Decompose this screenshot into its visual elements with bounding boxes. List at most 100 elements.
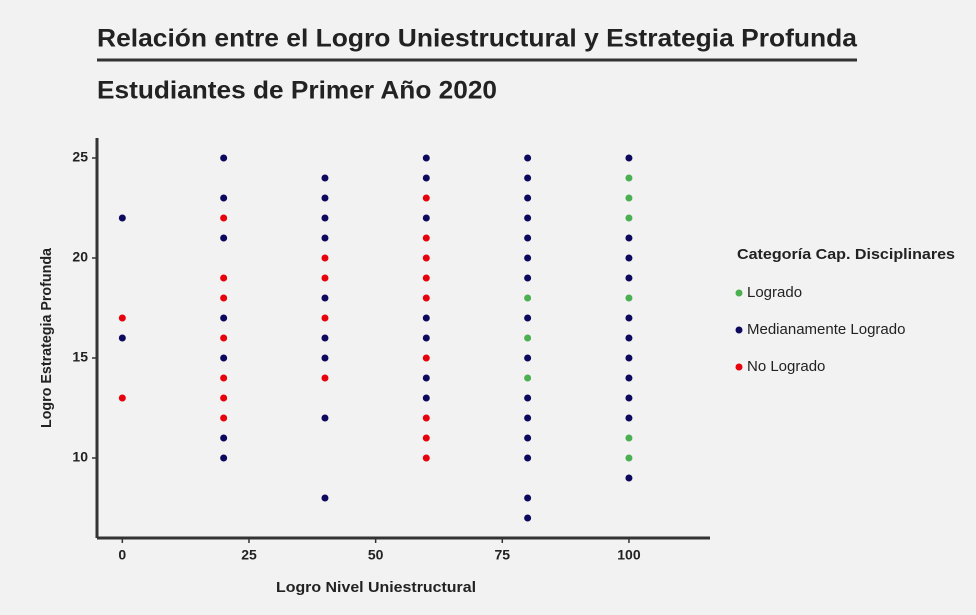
y-tick-label: 25 (72, 149, 88, 165)
legend-label: Logrado (747, 284, 802, 301)
point (422, 334, 430, 342)
point (220, 414, 228, 422)
point (422, 294, 430, 302)
point (321, 294, 329, 302)
point (524, 394, 532, 402)
point (625, 354, 633, 362)
point (524, 174, 532, 182)
point (118, 334, 126, 342)
point (321, 414, 329, 422)
point (524, 354, 532, 362)
point (524, 154, 532, 162)
point (524, 514, 532, 522)
point (220, 334, 228, 342)
point (625, 194, 633, 202)
x-tick-label: 0 (118, 547, 126, 563)
point (220, 434, 228, 442)
y-tick-label: 15 (72, 349, 88, 365)
point (524, 314, 532, 322)
y-tick-label: 20 (72, 249, 88, 265)
point (524, 234, 532, 242)
point (422, 414, 430, 422)
point (625, 254, 633, 262)
point (625, 174, 633, 182)
point (321, 494, 329, 502)
point (625, 154, 633, 162)
point (625, 474, 633, 482)
legend-title: Categoría Cap. Disciplinares (737, 246, 955, 263)
point (625, 294, 633, 302)
x-tick-label: 25 (241, 547, 257, 563)
point (524, 214, 532, 222)
point (321, 214, 329, 222)
point (524, 454, 532, 462)
point (524, 274, 532, 282)
x-tick-label: 50 (368, 547, 384, 563)
point (321, 334, 329, 342)
point (422, 394, 430, 402)
x-tick-label: 75 (495, 547, 511, 563)
point (321, 194, 329, 202)
point (220, 454, 228, 462)
point (321, 314, 329, 322)
point (625, 374, 633, 382)
point (422, 314, 430, 322)
point (422, 454, 430, 462)
point (422, 274, 430, 282)
point (524, 334, 532, 342)
point (321, 234, 329, 242)
y-axis-label: Logro Estrategia Profunda (38, 247, 55, 428)
point (524, 414, 532, 422)
point (321, 354, 329, 362)
point (422, 194, 430, 202)
chart-subtitle: Estudiantes de Primer Año 2020 (97, 77, 497, 105)
point (118, 314, 126, 322)
chart-title: Relación entre el Logro Uniestructural y… (97, 25, 858, 53)
point (524, 374, 532, 382)
point (625, 454, 633, 462)
legend-label: No Logrado (747, 358, 825, 375)
point (118, 214, 126, 222)
point (220, 234, 228, 242)
legend-swatch (735, 326, 743, 334)
point (422, 354, 430, 362)
point (220, 194, 228, 202)
point (321, 374, 329, 382)
point (422, 174, 430, 182)
point (220, 374, 228, 382)
y-tick-label: 10 (72, 449, 88, 465)
point (220, 294, 228, 302)
point (220, 274, 228, 282)
point (321, 174, 329, 182)
point (524, 494, 532, 502)
point (220, 314, 228, 322)
point (422, 434, 430, 442)
point (625, 314, 633, 322)
point (422, 234, 430, 242)
point (422, 214, 430, 222)
point (321, 254, 329, 262)
point (625, 334, 633, 342)
point (220, 354, 228, 362)
x-axis-label: Logro Nivel Uniestructural (276, 579, 476, 596)
point (422, 154, 430, 162)
point (321, 274, 329, 282)
point (118, 394, 126, 402)
point (220, 214, 228, 222)
point (524, 254, 532, 262)
legend-swatch (735, 363, 743, 371)
point (625, 214, 633, 222)
point (625, 234, 633, 242)
legend-label: Medianamente Logrado (747, 321, 905, 338)
point (524, 194, 532, 202)
point (625, 274, 633, 282)
point (625, 414, 633, 422)
point (625, 394, 633, 402)
point (625, 434, 633, 442)
point (220, 154, 228, 162)
point (524, 294, 532, 302)
point (524, 434, 532, 442)
point (220, 394, 228, 402)
